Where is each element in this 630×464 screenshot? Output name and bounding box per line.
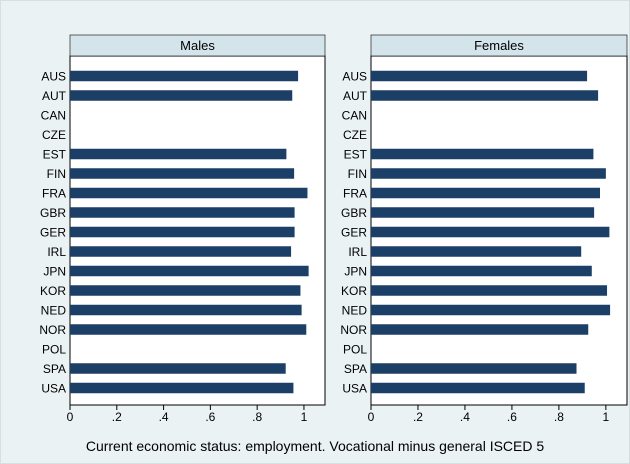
category-label-females-aus: AUS [342,70,367,84]
bar-females-fin [371,168,606,179]
x-tick-label-females-0: 0 [368,410,375,424]
bar-males-ned [70,304,302,316]
category-label-males-irl: IRL [47,245,66,259]
bar-males-fra [70,187,308,199]
bar-females-nor [371,324,589,335]
category-label-females-spa: SPA [344,362,367,376]
bar-females-gbr [371,207,595,218]
category-label-males-usa: USA [41,382,66,396]
category-label-females-fra: FRA [343,187,367,201]
category-label-males-aut: AUT [42,89,67,103]
x-tick-label-males-5: 1 [301,410,308,424]
x-tick-label-females-2: .4 [460,410,470,424]
x-tick-label-males-3: .6 [205,410,215,424]
bar-males-jpn [70,265,309,277]
bar-females-ger [371,226,610,238]
bar-females-aus [371,70,588,82]
bar-females-ned [371,304,611,316]
category-label-males-can: CAN [41,109,66,123]
category-label-females-pol: POL [343,343,367,357]
x-tick-label-males-2: .4 [159,410,169,424]
x-tick-label-females-4: .8 [554,410,564,424]
bar-males-spa [70,363,286,374]
category-label-females-usa: USA [342,382,367,396]
category-label-females-can: CAN [342,109,367,123]
bar-males-ger [70,226,295,238]
bar-males-kor [70,285,301,296]
bar-males-fin [70,168,295,179]
category-label-males-ger: GER [40,226,66,240]
bar-males-nor [70,324,307,335]
category-label-males-est: EST [43,148,67,162]
panel-title-females: Females [474,38,524,53]
bar-males-aus [70,70,299,82]
bar-females-kor [371,285,608,296]
category-label-females-aut: AUT [343,89,368,103]
x-tick-label-females-5: 1 [603,410,610,424]
category-label-males-jpn: JPN [43,265,66,279]
bar-males-est [70,148,287,160]
category-label-females-fin: FIN [348,167,367,181]
category-label-females-nor: NOR [340,323,367,337]
bar-females-est [371,148,594,160]
bar-males-aut [70,90,293,101]
category-label-males-spa: SPA [43,362,66,376]
category-label-males-nor: NOR [39,323,66,337]
bar-males-usa [70,382,294,394]
category-label-females-est: EST [344,148,368,162]
panel-title-males: Males [180,38,215,53]
category-label-males-gbr: GBR [40,206,66,220]
chart-caption: Current economic status: employment. Voc… [85,438,545,454]
category-label-females-kor: KOR [341,284,367,298]
category-label-males-aus: AUS [41,70,66,84]
panel-header-females [370,34,628,57]
category-label-females-ned: NED [342,304,368,318]
x-tick-label-males-0: 0 [67,410,74,424]
bar-females-fra [371,187,600,199]
bar-females-jpn [371,265,592,277]
category-label-males-ned: NED [41,304,67,318]
bar-males-irl [70,246,292,257]
bar-females-irl [371,246,582,257]
category-label-females-gbr: GBR [341,206,367,220]
x-tick-label-males-4: .8 [252,410,262,424]
panel-header-males [69,34,326,57]
x-tick-label-females-3: .6 [507,410,517,424]
bar-females-aut [371,90,599,101]
category-label-males-fin: FIN [47,167,66,181]
category-label-females-cze: CZE [343,128,367,142]
category-label-females-irl: IRL [348,245,367,259]
bar-females-spa [371,363,577,374]
category-label-males-kor: KOR [40,284,66,298]
x-tick-label-males-1: .2 [112,410,122,424]
category-label-females-jpn: JPN [344,265,367,279]
category-label-males-fra: FRA [42,187,66,201]
category-label-males-pol: POL [42,343,66,357]
bar-males-gbr [70,207,295,218]
category-label-females-ger: GER [341,226,367,240]
bar-females-usa [371,382,585,394]
x-tick-label-females-1: .2 [413,410,423,424]
category-label-males-cze: CZE [42,128,66,142]
